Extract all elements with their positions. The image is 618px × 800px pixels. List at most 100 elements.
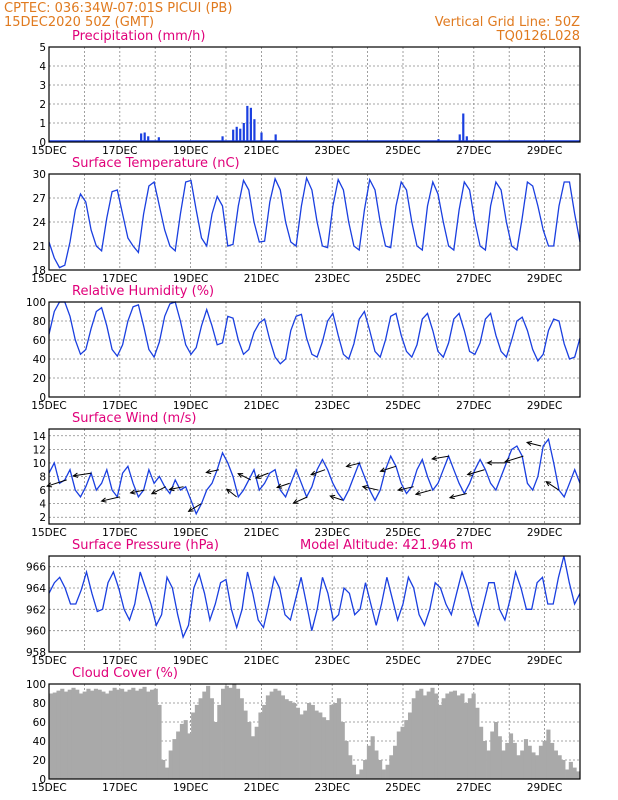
cloud-cover-bar xyxy=(336,698,342,779)
precipitation-plot-frame xyxy=(48,46,581,143)
cloud-cover-xtick-label: 23DEC xyxy=(314,782,349,794)
cloud-cover-bar xyxy=(434,693,439,779)
wind-ytick-label: 14 xyxy=(33,431,47,443)
cloud-cover-bar xyxy=(63,691,69,779)
cloud-cover-bar xyxy=(508,733,514,779)
cloud-cover-bar xyxy=(479,726,484,779)
cloud-cover-bar xyxy=(49,693,54,779)
cloud-cover-bar xyxy=(265,695,271,779)
cloud-cover-bar xyxy=(568,761,573,779)
cloud-cover-bar xyxy=(112,687,117,779)
cloud-cover-bar xyxy=(355,774,360,779)
cloud-cover-bar xyxy=(56,690,61,779)
header-date-text: 15DEC2020 50Z (GMT) xyxy=(4,15,154,30)
wind-series-line xyxy=(48,437,581,516)
wind-vector-arrow xyxy=(432,455,450,460)
cloud-cover-bar xyxy=(90,690,95,779)
cloud-cover-bar xyxy=(520,750,525,779)
cloud-cover-bar xyxy=(370,736,375,779)
cloud-cover-bar xyxy=(411,698,416,779)
cloud-cover-bar xyxy=(288,701,293,779)
wind-xtick-label: 15DEC xyxy=(31,527,66,539)
cloud-cover-bar xyxy=(535,755,540,779)
cloud-cover-bar xyxy=(299,714,304,779)
cloud-cover-bar xyxy=(441,698,446,779)
wind-vector-arrow xyxy=(505,455,524,463)
cloud-cover-xtick-label: 17DEC xyxy=(102,782,137,794)
wind-vector-arrow xyxy=(362,486,379,491)
wind-ytick-label: 10 xyxy=(33,458,46,470)
temperature-plot-frame xyxy=(48,173,581,271)
cloud-cover-bar xyxy=(426,691,431,779)
wind-ytick-label: 6 xyxy=(39,485,46,497)
cloud-cover-bar xyxy=(542,741,547,779)
wind-vector-arrowhead xyxy=(292,499,299,504)
cloud-cover-bar xyxy=(269,691,274,779)
precipitation-bar xyxy=(249,107,252,142)
wind-vector-arrow xyxy=(151,486,167,495)
humidity-ytick-label: 40 xyxy=(33,354,46,366)
wind-vector-arrowhead xyxy=(187,506,194,512)
wind-vector-arrow xyxy=(276,482,290,488)
wind-vector-arrowhead xyxy=(525,440,533,447)
wind-xtick-label: 17DEC xyxy=(102,527,137,539)
cloud-cover-bar xyxy=(75,689,80,779)
temperature-xtick-label: 15DEC xyxy=(31,273,66,285)
cloud-cover-bar xyxy=(209,698,214,779)
cloud-cover-bar xyxy=(67,689,72,779)
cloud-cover-bar xyxy=(546,729,551,779)
cloud-cover-bar xyxy=(284,699,289,779)
pressure-ytick-label: 962 xyxy=(26,604,46,616)
cloud-cover-bar xyxy=(486,750,491,779)
cloud-cover-bar xyxy=(374,750,379,779)
cloud-cover-bar xyxy=(407,712,413,779)
wind-vector-arrow xyxy=(545,481,560,491)
wind-xtick-label: 19DEC xyxy=(173,527,208,539)
cloud-cover-bar xyxy=(538,745,544,779)
wind-vector-arrowhead xyxy=(329,494,336,500)
cloud-cover-bar xyxy=(557,755,562,779)
cloud-cover-bar xyxy=(131,687,136,779)
pressure-series-line xyxy=(48,555,581,640)
cloud-cover-bar xyxy=(471,693,476,779)
pressure-xtick-label: 19DEC xyxy=(173,655,208,667)
cloud-cover-bar xyxy=(179,723,185,779)
temperature-series-line xyxy=(48,175,581,269)
pressure-xtick-label: 15DEC xyxy=(31,655,66,667)
humidity-title: Relative Humidity (%) xyxy=(72,284,214,299)
cloud-cover-bar xyxy=(82,691,87,779)
precipitation-bar xyxy=(242,123,245,142)
wind-vector-arrowhead xyxy=(237,473,244,478)
cloud-cover-bar xyxy=(389,755,394,779)
cloud-cover-bar xyxy=(161,760,166,779)
precipitation-xtick-label: 25DEC xyxy=(385,145,420,157)
cloud-cover-bar xyxy=(464,703,469,779)
wind-vector-arrowhead xyxy=(448,494,455,500)
precipitation-xtick-label: 17DEC xyxy=(102,145,137,157)
pressure-ytick-label: 960 xyxy=(26,626,46,638)
cloud-cover-bar xyxy=(123,691,128,779)
cloud-cover-bar xyxy=(176,731,181,779)
cloud-cover-bar xyxy=(437,704,443,779)
humidity-series-line xyxy=(48,301,581,365)
precipitation-bar xyxy=(246,105,249,142)
humidity-xtick-label: 19DEC xyxy=(173,400,208,412)
wind-vector-arrow xyxy=(330,495,343,501)
cloud-cover-bar xyxy=(452,690,457,779)
humidity-ytick-label: 20 xyxy=(33,373,46,385)
cloud-cover-bar xyxy=(385,764,390,779)
cloud-cover-xtick-label: 21DEC xyxy=(244,782,279,794)
wind-vector-arrowhead xyxy=(345,462,352,468)
cloud-cover-bar xyxy=(194,704,199,779)
wind-vector-arrow xyxy=(169,486,184,490)
cloud-cover-bar xyxy=(217,704,222,779)
precipitation-bar xyxy=(140,133,143,142)
cloud-cover-bar xyxy=(228,687,233,779)
temperature-panel: Surface Temperature (nC) 18 21 24 27 30 15DEC… xyxy=(31,156,581,285)
cloud-cover-bar xyxy=(321,717,327,779)
temperature-xtick-label: 17DEC xyxy=(102,273,137,285)
cloud-cover-bar xyxy=(396,731,401,779)
cloud-cover-bar xyxy=(142,686,147,779)
precipitation-bar xyxy=(458,134,461,142)
wind-vector-arrowhead xyxy=(379,467,386,473)
